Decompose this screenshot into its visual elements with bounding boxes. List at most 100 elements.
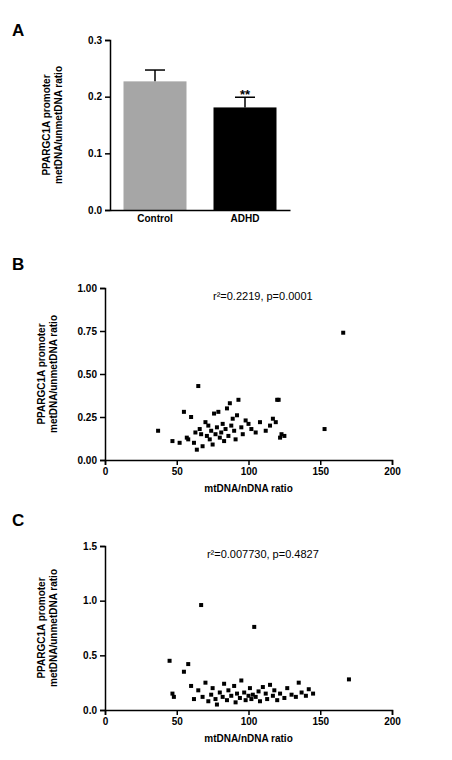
- point: [209, 693, 213, 697]
- tick-mark: [105, 96, 110, 98]
- point: [182, 410, 186, 414]
- tick-label: 0.0: [83, 705, 97, 716]
- tick-mark: [105, 210, 110, 212]
- point: [244, 418, 248, 422]
- tick-label: 0: [103, 716, 109, 727]
- y-axis: 0.00.51.01.5: [83, 541, 105, 716]
- error-bar-cap: [145, 69, 165, 71]
- tick: 0.3: [88, 35, 110, 46]
- y-axis-title: PPARGC1A promoter: [36, 323, 47, 424]
- point: [242, 691, 246, 695]
- figure: 0.00.10.20.3ControlADHD**APPARGC1A promo…: [0, 0, 452, 760]
- point: [264, 429, 268, 433]
- tick-label: 0.25: [78, 412, 98, 423]
- y-axis-title: metDNA/unmetDNA ratio: [53, 66, 64, 184]
- point: [201, 444, 205, 448]
- point: [215, 703, 219, 707]
- point: [268, 424, 272, 428]
- point: [323, 427, 327, 431]
- point: [201, 695, 205, 699]
- x-axis: ControlADHD: [111, 211, 291, 225]
- tick-mark: [248, 460, 250, 465]
- point: [209, 429, 213, 433]
- point: [249, 697, 253, 701]
- point: [248, 686, 252, 690]
- point: [205, 434, 209, 438]
- error-bar: [145, 70, 165, 81]
- point: [182, 670, 186, 674]
- point: [206, 424, 210, 428]
- point: [264, 692, 268, 696]
- annotation: r²=0.007730, p=0.4827: [207, 548, 319, 560]
- tick: 0.5: [83, 650, 105, 661]
- tick: 0.75: [78, 326, 105, 337]
- point: [213, 697, 217, 701]
- tick: 1.0: [83, 595, 105, 606]
- point: [258, 420, 262, 424]
- point: [195, 448, 199, 452]
- bars: [124, 70, 277, 210]
- axis-line: [106, 711, 393, 716]
- tick-mark: [105, 153, 110, 155]
- tick-mark: [105, 40, 110, 42]
- tick: 1.00: [78, 283, 105, 294]
- point: [257, 689, 261, 693]
- point: [261, 685, 265, 689]
- point: [347, 677, 351, 681]
- point: [285, 686, 289, 690]
- point: [236, 398, 240, 402]
- error-bar-stem: [154, 70, 156, 81]
- tick-label: 150: [312, 466, 329, 477]
- point: [208, 437, 212, 441]
- point: [271, 417, 275, 421]
- point: [192, 697, 196, 701]
- plot: 0.000.250.500.751.00050100150200: [78, 283, 402, 477]
- point: [218, 691, 222, 695]
- point: [271, 694, 275, 698]
- tick-mark: [392, 460, 394, 465]
- tick: 200: [384, 710, 401, 727]
- point: [247, 422, 251, 426]
- point: [249, 427, 253, 431]
- point: [294, 695, 298, 699]
- tick-label: 100: [241, 466, 258, 477]
- y-axis-title: metDNA/unmetDNA ratio: [48, 569, 59, 687]
- tick-label: 0.75: [78, 326, 98, 337]
- tick-mark: [100, 331, 105, 333]
- point: [224, 427, 228, 431]
- tick-label: 200: [384, 466, 401, 477]
- point: [252, 625, 256, 629]
- tick-label: 0.00: [78, 455, 98, 466]
- point: [278, 692, 282, 696]
- tick: 100: [241, 710, 258, 727]
- tick: Control: [137, 213, 173, 224]
- tick: 0.2: [88, 91, 110, 102]
- tick-label: 50: [172, 716, 184, 727]
- point: [196, 384, 200, 388]
- tick-label: 0.1: [88, 148, 102, 159]
- point: [277, 398, 281, 402]
- y-axis-title: PPARGC1A promoter: [36, 577, 47, 678]
- point: [272, 688, 276, 692]
- point: [186, 662, 190, 666]
- point: [300, 691, 304, 695]
- point: [212, 412, 216, 416]
- point: [290, 693, 294, 697]
- tick-label: 0: [103, 466, 109, 477]
- point: [311, 692, 315, 696]
- point: [254, 695, 258, 699]
- point: [219, 430, 223, 434]
- tick-mark: [100, 374, 105, 376]
- point: [239, 678, 243, 682]
- point: [297, 681, 301, 685]
- point: [198, 427, 202, 431]
- tick-label: 50: [172, 466, 184, 477]
- point: [341, 331, 345, 335]
- point: [235, 692, 239, 696]
- point: [229, 694, 233, 698]
- tick: 0.0: [83, 705, 105, 716]
- point: [307, 687, 311, 691]
- point: [304, 694, 308, 698]
- panel-label: B: [12, 255, 24, 274]
- bar: [214, 107, 277, 210]
